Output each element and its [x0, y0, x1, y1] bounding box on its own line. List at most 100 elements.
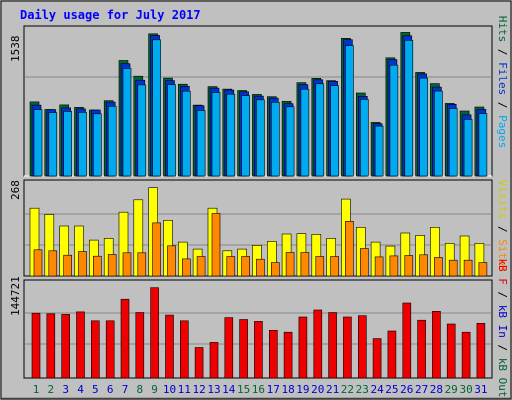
legend-text: Visits / Sites [496, 180, 509, 273]
bar-kbytes-in-day-31 [476, 322, 486, 379]
x-label-day-24: 24 [370, 383, 384, 396]
bar-pages-day-16 [256, 99, 265, 177]
x-label-day-14: 14 [222, 383, 236, 396]
legend-item: / [496, 219, 509, 239]
bar-pages-day-30 [463, 119, 473, 177]
legend-item: kB F [496, 258, 509, 285]
bar-sites-day-23 [359, 248, 369, 277]
bar-kbytes-in-day-7 [120, 298, 130, 379]
bar-pages-day-10 [167, 84, 176, 177]
bar-pages-day-8 [137, 84, 147, 177]
bar-pages-day-23 [359, 99, 369, 177]
bar-sites-day-5 [93, 255, 102, 277]
legend-item: Sites [496, 239, 509, 272]
x-label-day-4: 4 [77, 383, 84, 396]
x-axis-day-labels: 1 2 3 4 5 6 7 8 9 10 11 12 13 14 15 16 17 18 19 20 21 22 23 24 2… [33, 383, 488, 396]
bar-sites-day-9 [152, 222, 161, 277]
bar-pages-day-5 [93, 113, 102, 177]
x-label-day-22: 22 [341, 383, 354, 396]
bar-kbytes-in-day-18 [283, 331, 293, 379]
x-label-day-15: 15 [237, 383, 250, 396]
x-label-day-1: 1 [33, 383, 40, 396]
x-label-day-2: 2 [47, 383, 54, 396]
legend-item: kB In [496, 305, 509, 338]
x-label-day-19: 19 [296, 383, 309, 396]
legend-item: / [496, 95, 509, 115]
bar-kbytes-in-day-16 [254, 321, 263, 379]
bar-kbytes-in-day-24 [372, 338, 382, 379]
bar-sites-day-24 [374, 256, 384, 277]
bar-kbytes-in-day-17 [268, 329, 278, 379]
bar-pages-day-29 [448, 108, 458, 177]
legend-item: / [496, 338, 509, 358]
bar-pages-day-6 [107, 106, 117, 177]
x-label-day-31: 31 [474, 383, 487, 396]
x-label-day-29: 29 [445, 383, 458, 396]
bar-sites-day-26 [404, 255, 414, 277]
bar-kbytes-in-day-14 [224, 317, 234, 379]
bar-kbytes-in-day-28 [432, 310, 441, 379]
bar-pages-day-28 [434, 90, 443, 177]
bar-kbytes-in-day-1 [31, 312, 41, 379]
panel1-legend: Hits / Files / Pages [496, 16, 509, 149]
bar-pages-day-31 [478, 113, 488, 177]
bar-sites-day-22 [345, 221, 354, 277]
panel2-bars [29, 187, 488, 277]
panel3-legend: kB F / kB In / kB Out [496, 258, 509, 397]
bar-kbytes-in-day-30 [461, 331, 471, 379]
legend-text: kB F / kB In / kB Out [496, 258, 509, 397]
bar-pages-day-1 [33, 109, 43, 177]
legend-item: / [496, 285, 509, 305]
bar-sites-day-27 [419, 254, 428, 277]
bar-kbytes-in-day-25 [387, 330, 397, 379]
bar-sites-day-29 [448, 259, 458, 277]
bar-kbytes-in-day-4 [76, 311, 85, 379]
bar-pages-day-27 [419, 77, 428, 177]
bar-kbytes-in-day-9 [150, 287, 159, 379]
legend-item: Pages [496, 115, 509, 148]
x-label-day-10: 10 [163, 383, 176, 396]
bar-pages-day-21 [330, 85, 339, 177]
x-label-day-17: 17 [267, 383, 280, 396]
bar-kbytes-in-day-12 [194, 347, 204, 379]
bar-sites-day-6 [107, 254, 117, 277]
bar-sites-day-11 [182, 258, 191, 277]
bar-pages-day-3 [63, 111, 73, 177]
legend-item: Hits [496, 16, 509, 43]
legend-item: / [496, 42, 509, 62]
bar-kbytes-in-day-2 [46, 313, 56, 379]
panel2-gridlines [25, 213, 491, 246]
bar-sites-day-25 [389, 255, 399, 277]
bar-sites-day-30 [463, 259, 473, 277]
bar-sites-day-4 [78, 251, 87, 277]
legend-text: Hits / Files / Pages [496, 16, 509, 149]
bar-kbytes-in-day-10 [165, 314, 174, 379]
x-label-day-9: 9 [151, 383, 158, 396]
bar-pages-day-17 [270, 102, 280, 177]
bar-sites-day-7 [122, 252, 132, 277]
bar-kbytes-in-day-13 [209, 342, 219, 379]
bar-sites-day-2 [48, 250, 58, 277]
bar-sites-day-3 [63, 254, 73, 277]
panel2-scale-label: 268 [9, 180, 22, 200]
bar-sites-day-20 [315, 256, 325, 277]
x-label-day-26: 26 [400, 383, 413, 396]
x-label-day-16: 16 [252, 383, 265, 396]
bar-sites-day-10 [167, 245, 176, 277]
x-label-day-12: 12 [192, 383, 205, 396]
x-label-day-25: 25 [385, 383, 398, 396]
bar-sites-day-19 [300, 252, 310, 277]
bar-pages-day-7 [122, 68, 132, 177]
bar-pages-day-20 [315, 83, 325, 177]
x-label-day-11: 11 [178, 383, 191, 396]
bar-kbytes-in-day-26 [402, 302, 412, 379]
bar-kbytes-in-day-20 [313, 309, 323, 379]
bar-sites-day-12 [196, 256, 206, 277]
bar-sites-day-17 [270, 262, 280, 277]
bar-pages-day-9 [152, 39, 161, 177]
bar-kbytes-in-day-27 [417, 319, 426, 379]
x-label-day-3: 3 [62, 383, 69, 396]
x-label-day-20: 20 [311, 383, 324, 396]
